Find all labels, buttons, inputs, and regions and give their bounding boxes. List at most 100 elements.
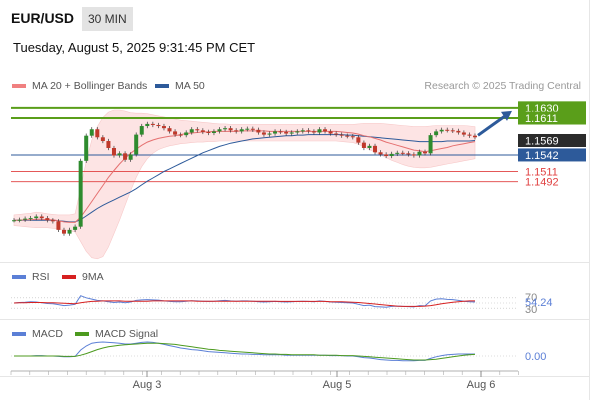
pair-label: EUR/USD [11, 10, 75, 26]
macd-series-line [14, 341, 475, 362]
candle-body [200, 130, 205, 132]
candle-body [67, 229, 72, 234]
candle-body [12, 220, 16, 222]
candle-body [295, 131, 300, 133]
price-label-text: 1.1611 [525, 113, 558, 125]
candle-body [300, 130, 305, 132]
rsi-upper-label: 70 [525, 292, 537, 304]
legend-rsi-swatch [12, 275, 26, 279]
candle-body [417, 151, 422, 156]
price-label-text: 1.1511 [525, 167, 558, 179]
legend-rsi-ma: 9MA [62, 271, 104, 283]
candle-body [134, 134, 139, 155]
legend-ma20-label: MA 20 + Bollinger Bands [32, 80, 148, 92]
candle-body [195, 129, 200, 131]
rsi-series-line [13, 300, 475, 307]
price-label-box [518, 148, 586, 162]
legend-rsi: RSI [12, 271, 50, 283]
candle-body [434, 131, 439, 136]
price-label-text: 1.1542 [525, 150, 559, 162]
candle-body [156, 124, 161, 127]
candle-body [39, 216, 44, 219]
candle-body [389, 153, 394, 157]
candle-body [289, 132, 294, 134]
candle-body [128, 154, 133, 160]
candle-body [211, 131, 216, 134]
candle-body [350, 136, 355, 138]
candle-body [206, 131, 211, 134]
candle-body [217, 129, 222, 132]
candle-body [278, 131, 283, 133]
candle-body [56, 221, 61, 230]
candle-body [367, 145, 372, 148]
candle-body [378, 152, 383, 155]
timeframe-button[interactable]: 30 MIN [82, 7, 133, 31]
candle-body [161, 126, 166, 129]
candle-body [239, 129, 244, 132]
candle-body [100, 137, 105, 142]
candle-body [28, 218, 33, 220]
candle-body [256, 129, 261, 133]
candle-body [61, 229, 66, 234]
candle-body [439, 129, 444, 132]
price-label-text: 1.1569 [525, 135, 559, 147]
candle-body [184, 132, 189, 136]
x-axis-tick-label: Aug 6 [467, 379, 496, 391]
forecast-arrow-head [501, 110, 512, 121]
candle-body [84, 135, 89, 161]
candle-body [178, 134, 183, 136]
candle-body [34, 216, 39, 219]
candle-body [267, 133, 272, 135]
bollinger-band [13, 109, 476, 260]
candle-body [461, 132, 466, 135]
candle-body [373, 145, 378, 153]
candle-body [356, 137, 361, 143]
forecast-arrow [477, 112, 509, 137]
x-axis-tick-label: Aug 5 [323, 379, 352, 391]
candle-body [306, 130, 311, 132]
candle-body [450, 130, 455, 132]
candle-body [17, 219, 22, 221]
candle-body [167, 128, 172, 132]
candle-body [106, 141, 111, 148]
candle-body [445, 129, 450, 131]
candle-body [406, 153, 411, 155]
price-label-current: 1.1569 [518, 133, 586, 147]
candle-body [473, 135, 477, 138]
candle-body [411, 154, 416, 156]
candle-body [400, 152, 405, 154]
candle-body [467, 134, 472, 136]
candle-body [334, 133, 339, 135]
legend-ma50-label: MA 50 [175, 80, 205, 92]
price-label-box [518, 101, 586, 115]
legend-ma50: MA 50 [155, 80, 205, 92]
price-label-resistance: 1.1611 [518, 111, 586, 125]
price-label-text: 1.1492 [525, 177, 559, 189]
candle-body [234, 130, 239, 132]
candle-body [139, 126, 144, 135]
legend-macd-label: MACD [32, 328, 63, 340]
credit-text: Research © 2025 Trading Central [424, 80, 581, 92]
candle-body [189, 129, 194, 133]
candle-body [89, 129, 94, 136]
candle-body [45, 218, 50, 221]
candle-body [50, 220, 55, 222]
candle-body [78, 160, 83, 227]
rsi-value-label: 54.24 [525, 297, 553, 309]
legend-rsi-ma-swatch [62, 275, 76, 279]
candle-body [339, 134, 344, 136]
legend-rsi-label: RSI [32, 271, 50, 283]
x-axis-tick-label: Aug 3 [133, 379, 162, 391]
price-label-box [518, 133, 586, 147]
candle-body [150, 123, 155, 125]
candle-body [317, 129, 322, 133]
candle-body [395, 152, 400, 154]
candle-body [323, 129, 328, 132]
header-bar: EUR/USD 30 MIN [0, 0, 590, 34]
candle-body [423, 151, 428, 154]
macd-value-label: 0.00 [525, 351, 546, 363]
legend-macd-signal-swatch [75, 332, 89, 336]
legend-ma20-swatch [12, 84, 26, 88]
price-label-ma50: 1.1542 [518, 148, 586, 162]
